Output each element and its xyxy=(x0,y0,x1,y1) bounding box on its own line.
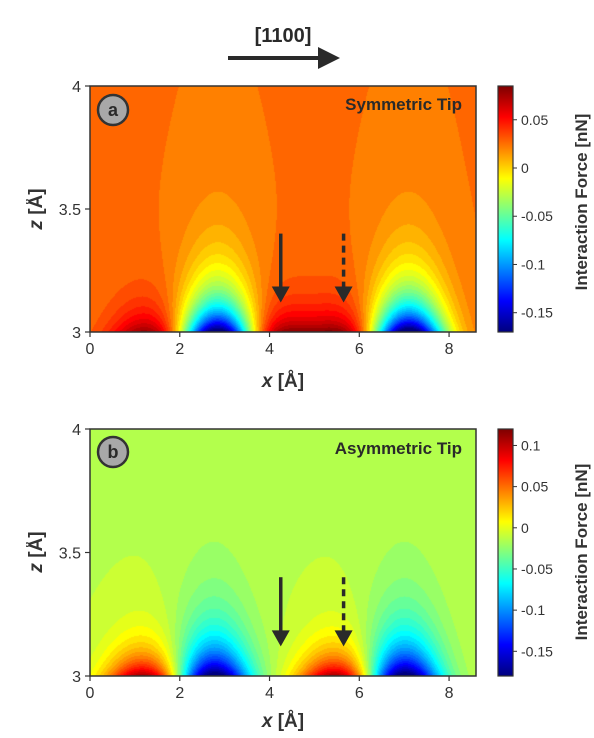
colorbar-tick-label: -0.05 xyxy=(521,208,553,224)
arrow-down-icon xyxy=(271,286,290,303)
y-tick-label: 3 xyxy=(72,669,81,686)
x-tick-label: 0 xyxy=(86,685,95,702)
y-tick-label: 3.5 xyxy=(59,202,81,219)
y-axis-label-a: z [Å] xyxy=(26,188,47,230)
panel-badge-letter-b: b xyxy=(108,442,119,462)
colorbar-tick-label: -0.1 xyxy=(521,602,545,618)
panel-a: 0 2 4 6 8 3 3.5 4 x [Å] z [Å] a Symmetric Tip 0… xyxy=(26,79,591,392)
arrow-down-icon xyxy=(271,630,290,647)
colorbar-ticks-b: 0.1 0.05 0 -0.05 -0.1 -0.15 xyxy=(513,437,553,659)
colorbar-tick-label: 0.1 xyxy=(521,437,541,453)
colorbar-tick-label: -0.15 xyxy=(521,643,553,659)
x-tick-label: 8 xyxy=(445,341,454,358)
colorbar-tick-label: 0.05 xyxy=(521,479,548,495)
axis-ticks-a: 0 2 4 6 8 3 3.5 4 xyxy=(59,79,454,358)
x-tick-label: 4 xyxy=(265,685,274,702)
svg-text:x [Å]: x [Å] xyxy=(261,371,304,392)
direction-arrow-icon xyxy=(228,47,340,69)
x-axis-label-b: x [Å] xyxy=(261,711,304,732)
y-tick-label: 4 xyxy=(72,79,81,96)
arrows-b xyxy=(271,577,353,647)
arrows-a xyxy=(271,233,353,303)
colorbar-tick-label: -0.1 xyxy=(521,256,545,272)
svg-text:z [Å]: z [Å] xyxy=(26,531,47,573)
panel-badge-b: b xyxy=(96,435,130,469)
tip-annotation-b: Asymmetric Tip xyxy=(335,439,462,458)
x-tick-label: 2 xyxy=(175,685,184,702)
panel-badge-letter-a: a xyxy=(108,100,119,120)
x-tick-label: 0 xyxy=(86,341,95,358)
svg-text:z [Å]: z [Å] xyxy=(26,188,47,230)
arrow-down-icon xyxy=(334,630,353,647)
colorbar-ticks-a: 0.05 0 -0.05 -0.1 -0.15 xyxy=(513,112,553,321)
arrow-down-icon xyxy=(334,286,353,303)
direction-label: [1100] xyxy=(255,25,312,47)
x-tick-label: 6 xyxy=(355,685,364,702)
x-tick-label: 2 xyxy=(175,341,184,358)
colorbar-label-a: Interaction Force [nN] xyxy=(572,114,591,291)
colorbar-tick-label: 0.05 xyxy=(521,112,548,128)
colorbar-tick-label: 0 xyxy=(521,160,529,176)
y-axis-label-b: z [Å] xyxy=(26,531,47,573)
svg-text:x [Å]: x [Å] xyxy=(261,711,304,732)
colorbar-tick-label: 0 xyxy=(521,520,529,536)
colorbar-tick-label: -0.05 xyxy=(521,561,553,577)
panel-b: 0 2 4 6 833.54 x [Å] z [Å] b Asymmetric Tip … xyxy=(26,422,591,732)
colorbar-label-b: Interaction Force [nN] xyxy=(572,464,591,641)
x-axis-label-a: x [Å] xyxy=(261,371,304,392)
x-tick-label: 8 xyxy=(445,685,454,702)
y-tick-label: 4 xyxy=(72,422,81,439)
colorbar-tick-label: -0.15 xyxy=(521,305,553,321)
panel-badge-a: a xyxy=(96,93,130,127)
crystal-direction-indicator: [1100] xyxy=(228,25,340,69)
x-tick-label: 4 xyxy=(265,341,274,358)
y-tick-label: 3 xyxy=(72,325,81,342)
colorbar-b xyxy=(498,429,513,676)
axis-ticks-b: 0 2 4 6 8 3 3.5 4 xyxy=(59,422,454,702)
colorbar-a xyxy=(498,86,513,332)
y-tick-label: 3.5 xyxy=(59,546,81,563)
tip-annotation-a: Symmetric Tip xyxy=(345,95,462,114)
x-tick-label: 6 xyxy=(355,341,364,358)
